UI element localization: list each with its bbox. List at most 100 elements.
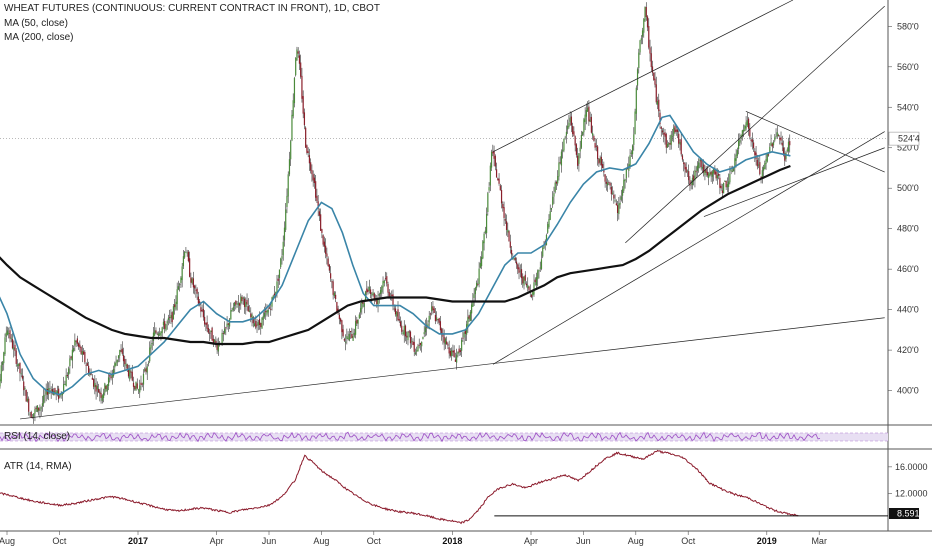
- candle-body: [340, 318, 342, 322]
- candle-body: [709, 172, 711, 176]
- candle-body: [152, 332, 155, 341]
- candle-body: [447, 344, 449, 346]
- candle-body: [105, 385, 107, 390]
- candle-body: [715, 171, 717, 179]
- candle-body: [46, 389, 49, 395]
- candle-body: [404, 325, 407, 337]
- candle-body: [752, 142, 755, 149]
- candle-body: [207, 327, 209, 333]
- candle-body: [493, 150, 495, 159]
- candle-body: [6, 330, 9, 335]
- legend-ma50[interactable]: MA (50, close): [4, 18, 68, 29]
- candle-body: [154, 330, 156, 336]
- candle-body: [528, 286, 530, 291]
- candle-body: [593, 136, 595, 141]
- candle-body: [83, 351, 85, 355]
- candle-body: [700, 159, 702, 168]
- candle-body: [101, 395, 103, 401]
- candle-body: [267, 309, 269, 313]
- price-axis[interactable]: 580'0 560'0 540'0 520'0 500'0 480'0 460'0 440'0…: [888, 21, 919, 396]
- candle-body: [285, 209, 287, 230]
- candle-body: [230, 310, 232, 320]
- time-tick-label: Oct: [367, 536, 382, 546]
- candle-body: [210, 330, 212, 333]
- atr-tag-bg: [889, 508, 919, 519]
- legend-rsi[interactable]: RSI (14, close): [4, 431, 71, 442]
- time-tick-label: 2019: [757, 536, 777, 546]
- candle-body: [786, 149, 788, 152]
- candle-body: [469, 311, 471, 321]
- price-tick-label: 440'0: [897, 305, 919, 315]
- candle-body: [659, 112, 661, 124]
- candle-body: [141, 383, 143, 385]
- candle-body: [9, 330, 11, 339]
- candle-body: [626, 168, 629, 170]
- candle-body: [517, 264, 519, 270]
- candle-body: [300, 62, 302, 77]
- candle-body: [331, 281, 333, 283]
- candle-body: [74, 339, 76, 346]
- candle-body: [266, 310, 268, 315]
- candle-body: [320, 214, 322, 231]
- candle-body: [313, 177, 316, 183]
- candlestick-series: [0, 2, 791, 424]
- candle-body: [649, 47, 651, 54]
- candle-body: [351, 334, 353, 339]
- candle-body: [736, 150, 738, 156]
- candle-body: [60, 394, 62, 396]
- candle-body: [498, 178, 500, 184]
- candle-body: [227, 323, 229, 325]
- time-axis[interactable]: Aug Oct 2017 Apr Jun Aug Oct 2018 Apr Jun Aug Oct 20…: [0, 531, 827, 546]
- candle-body: [261, 317, 263, 329]
- candle-body: [115, 361, 117, 366]
- candle-body: [231, 309, 233, 311]
- candle-body: [432, 306, 434, 311]
- legend-ma200[interactable]: MA (200, close): [4, 32, 74, 43]
- candle-body: [226, 323, 228, 327]
- time-tick-label: Jun: [576, 536, 591, 546]
- candle-body: [600, 156, 602, 166]
- candle-body: [539, 267, 541, 269]
- candle-body: [129, 369, 131, 380]
- atr-axis[interactable]: 16.0000 12.0000: [888, 462, 928, 498]
- candle-body: [699, 159, 701, 162]
- candle-body: [18, 363, 20, 367]
- candle-body: [714, 169, 716, 175]
- candle-body: [416, 350, 418, 352]
- candle-body: [201, 310, 203, 312]
- candle-body: [725, 181, 727, 188]
- candle-body: [423, 332, 425, 335]
- candle-body: [125, 363, 127, 367]
- trendlines[interactable]: [20, 0, 885, 420]
- candle-body: [245, 301, 247, 308]
- candle-body: [774, 137, 776, 141]
- legend-atr[interactable]: ATR (14, RMA): [4, 461, 72, 472]
- candle-body: [787, 141, 790, 152]
- candle-body: [718, 174, 720, 176]
- rsi-line: [0, 431, 821, 443]
- candle-body: [286, 195, 288, 207]
- candle-body: [310, 162, 312, 171]
- candle-body: [202, 308, 204, 318]
- candle-body: [651, 66, 654, 73]
- candle-body: [567, 125, 569, 130]
- last-price-tag: 524'4: [888, 131, 920, 146]
- candle-body: [641, 30, 644, 37]
- candle-body: [311, 170, 313, 175]
- candle-body: [446, 341, 448, 345]
- candle-body: [665, 133, 667, 148]
- candle-body: [214, 339, 216, 342]
- candle-body: [383, 280, 385, 284]
- candle-body: [394, 308, 397, 315]
- trendline: [20, 317, 885, 420]
- candle-body: [356, 319, 358, 324]
- candle-body: [185, 251, 187, 253]
- candle-body: [378, 294, 380, 296]
- candle-body: [367, 289, 369, 292]
- candle-body: [532, 291, 534, 296]
- candle-body: [280, 258, 282, 268]
- candle-body: [327, 258, 329, 266]
- candle-body: [354, 321, 357, 335]
- candle-body: [411, 340, 413, 342]
- candle-body: [150, 344, 152, 349]
